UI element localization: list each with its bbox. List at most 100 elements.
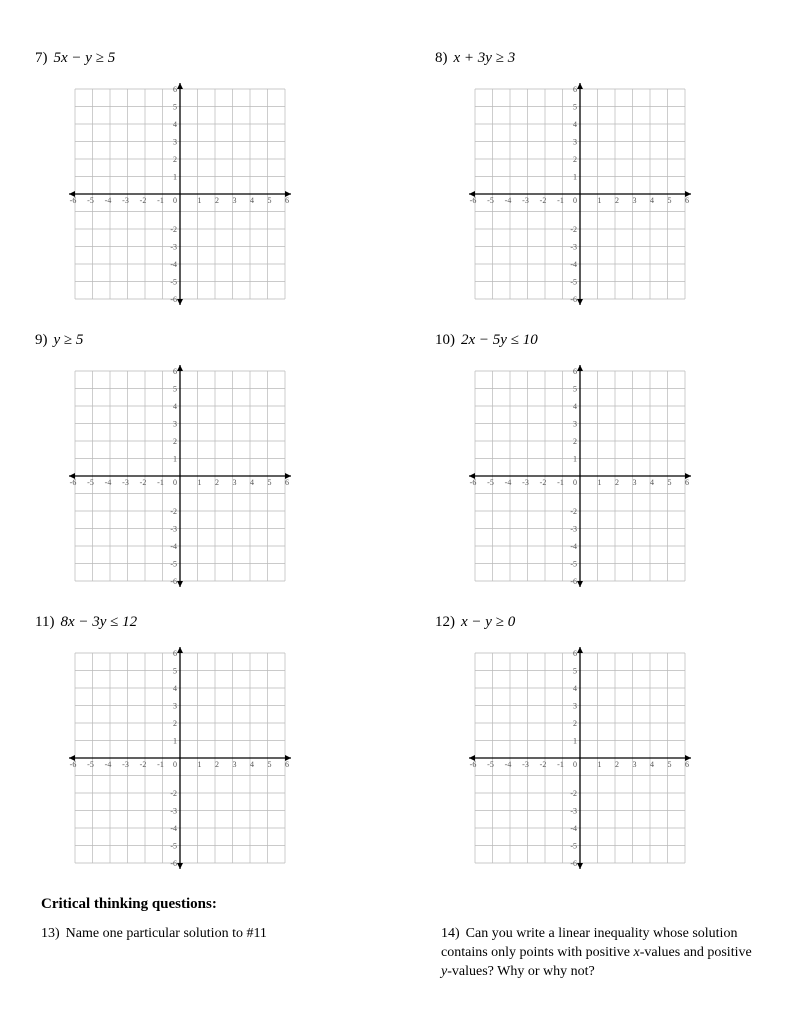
problem-label: 12)x − y ≥ 0 — [435, 614, 735, 631]
svg-text:-5: -5 — [487, 478, 494, 487]
svg-text:1: 1 — [573, 455, 577, 464]
svg-text:-4: -4 — [170, 542, 177, 551]
svg-text:2: 2 — [215, 196, 219, 205]
coordinate-grid: -6-5-4-3-2-1123456123456-2-3-4-5-60 — [65, 79, 335, 314]
svg-text:-4: -4 — [505, 478, 512, 487]
svg-text:-6: -6 — [470, 196, 477, 205]
svg-text:5: 5 — [173, 385, 177, 394]
svg-text:5: 5 — [573, 385, 577, 394]
svg-text:-5: -5 — [87, 196, 94, 205]
problem-expression: 8x − 3y ≤ 12 — [60, 614, 137, 630]
svg-text:-5: -5 — [170, 842, 177, 851]
svg-text:-3: -3 — [522, 478, 529, 487]
svg-text:-3: -3 — [170, 807, 177, 816]
coordinate-grid: -6-5-4-3-2-1123456123456-2-3-4-5-60 — [465, 361, 735, 596]
svg-text:1: 1 — [173, 173, 177, 182]
question-number: 13) — [41, 926, 60, 941]
svg-text:-5: -5 — [87, 760, 94, 769]
svg-text:4: 4 — [173, 402, 177, 411]
svg-text:3: 3 — [633, 760, 637, 769]
coordinate-grid: -6-5-4-3-2-1123456123456-2-3-4-5-60 — [65, 643, 335, 878]
svg-text:-1: -1 — [557, 760, 564, 769]
svg-text:4: 4 — [650, 196, 654, 205]
svg-text:-5: -5 — [487, 196, 494, 205]
svg-text:-5: -5 — [170, 560, 177, 569]
svg-text:-1: -1 — [557, 196, 564, 205]
question-number: 14) — [441, 926, 460, 941]
problem-expression: x + 3y ≥ 3 — [454, 50, 516, 66]
svg-text:5: 5 — [668, 760, 672, 769]
svg-text:4: 4 — [650, 478, 654, 487]
svg-text:4: 4 — [173, 684, 177, 693]
svg-text:-2: -2 — [170, 225, 177, 234]
svg-text:0: 0 — [573, 196, 577, 205]
svg-text:2: 2 — [615, 760, 619, 769]
svg-text:3: 3 — [233, 196, 237, 205]
svg-text:3: 3 — [573, 138, 577, 147]
svg-text:-6: -6 — [70, 196, 77, 205]
svg-text:-4: -4 — [570, 260, 577, 269]
svg-text:-1: -1 — [157, 196, 164, 205]
svg-text:-2: -2 — [570, 225, 577, 234]
problem-number: 9) — [35, 332, 48, 348]
svg-text:-6: -6 — [70, 478, 77, 487]
svg-text:-1: -1 — [157, 478, 164, 487]
critical-thinking-title: Critical thinking questions: — [41, 896, 761, 913]
svg-text:6: 6 — [573, 85, 577, 94]
svg-text:1: 1 — [198, 760, 202, 769]
problem-cell: 8)x + 3y ≥ 3 -6-5-4-3-2-1123456123456-2-… — [435, 50, 735, 314]
svg-text:0: 0 — [173, 760, 177, 769]
svg-text:-5: -5 — [87, 478, 94, 487]
svg-text:-3: -3 — [122, 760, 129, 769]
svg-text:1: 1 — [198, 478, 202, 487]
problem-number: 11) — [35, 614, 54, 630]
svg-text:1: 1 — [173, 737, 177, 746]
svg-text:-1: -1 — [157, 760, 164, 769]
svg-text:6: 6 — [173, 367, 177, 376]
svg-text:-3: -3 — [522, 196, 529, 205]
svg-text:-6: -6 — [570, 859, 577, 868]
svg-text:5: 5 — [268, 760, 272, 769]
svg-text:-4: -4 — [170, 260, 177, 269]
svg-text:6: 6 — [685, 196, 689, 205]
svg-text:5: 5 — [668, 196, 672, 205]
svg-text:-2: -2 — [140, 478, 147, 487]
svg-text:-3: -3 — [122, 478, 129, 487]
svg-text:-5: -5 — [570, 278, 577, 287]
worksheet-page: 7) 5x − y ≥ 5 -6 -5 -4 -3 -2 -1 1 2 3 4 5 6 1 2 3 4 5 6 -2 -… — [0, 0, 791, 1012]
svg-text:3: 3 — [173, 138, 177, 147]
svg-text:-2: -2 — [170, 789, 177, 798]
problem-cell: 11)8x − 3y ≤ 12 -6-5-4-3-2-1123456123456… — [35, 614, 335, 878]
svg-text:-4: -4 — [570, 824, 577, 833]
svg-text:5: 5 — [268, 478, 272, 487]
svg-text:-3: -3 — [570, 525, 577, 534]
svg-text:1: 1 — [598, 478, 602, 487]
problem-row: 7)5x − y ≥ 5 -6-5-4-3-2-1123456123456-2-… — [35, 50, 761, 314]
svg-text:-2: -2 — [140, 196, 147, 205]
svg-text:5: 5 — [173, 667, 177, 676]
svg-text:6: 6 — [173, 649, 177, 658]
svg-text:2: 2 — [173, 437, 177, 446]
svg-text:2: 2 — [573, 719, 577, 728]
svg-text:-6: -6 — [70, 760, 77, 769]
svg-text:-6: -6 — [470, 478, 477, 487]
problem-expression: x − y ≥ 0 — [461, 614, 515, 630]
problem-number: 7) — [35, 50, 48, 66]
problem-expression: y ≥ 5 — [54, 332, 84, 348]
svg-text:5: 5 — [573, 103, 577, 112]
problem-label: 8)x + 3y ≥ 3 — [435, 50, 735, 67]
question-row: 13) Name one particular solution to #11 1… — [35, 925, 761, 982]
svg-text:-5: -5 — [570, 842, 577, 851]
svg-text:6: 6 — [285, 760, 289, 769]
coordinate-grid: -6-5-4-3-2-1123456123456-2-3-4-5-60 — [465, 643, 735, 878]
svg-text:-6: -6 — [170, 295, 177, 304]
problem-expression: 5x − y ≥ 5 — [54, 50, 116, 66]
problem-row: 11)8x − 3y ≤ 12 -6-5-4-3-2-1123456123456… — [35, 614, 761, 878]
svg-text:2: 2 — [173, 155, 177, 164]
svg-text:2: 2 — [573, 437, 577, 446]
svg-text:6: 6 — [685, 760, 689, 769]
svg-text:5: 5 — [573, 667, 577, 676]
question-text: Name one particular solution to #11 — [66, 926, 267, 941]
coordinate-grid: -6-5-4-3-2-1123456123456-2-3-4-5-60 — [65, 361, 335, 596]
svg-text:-4: -4 — [505, 760, 512, 769]
